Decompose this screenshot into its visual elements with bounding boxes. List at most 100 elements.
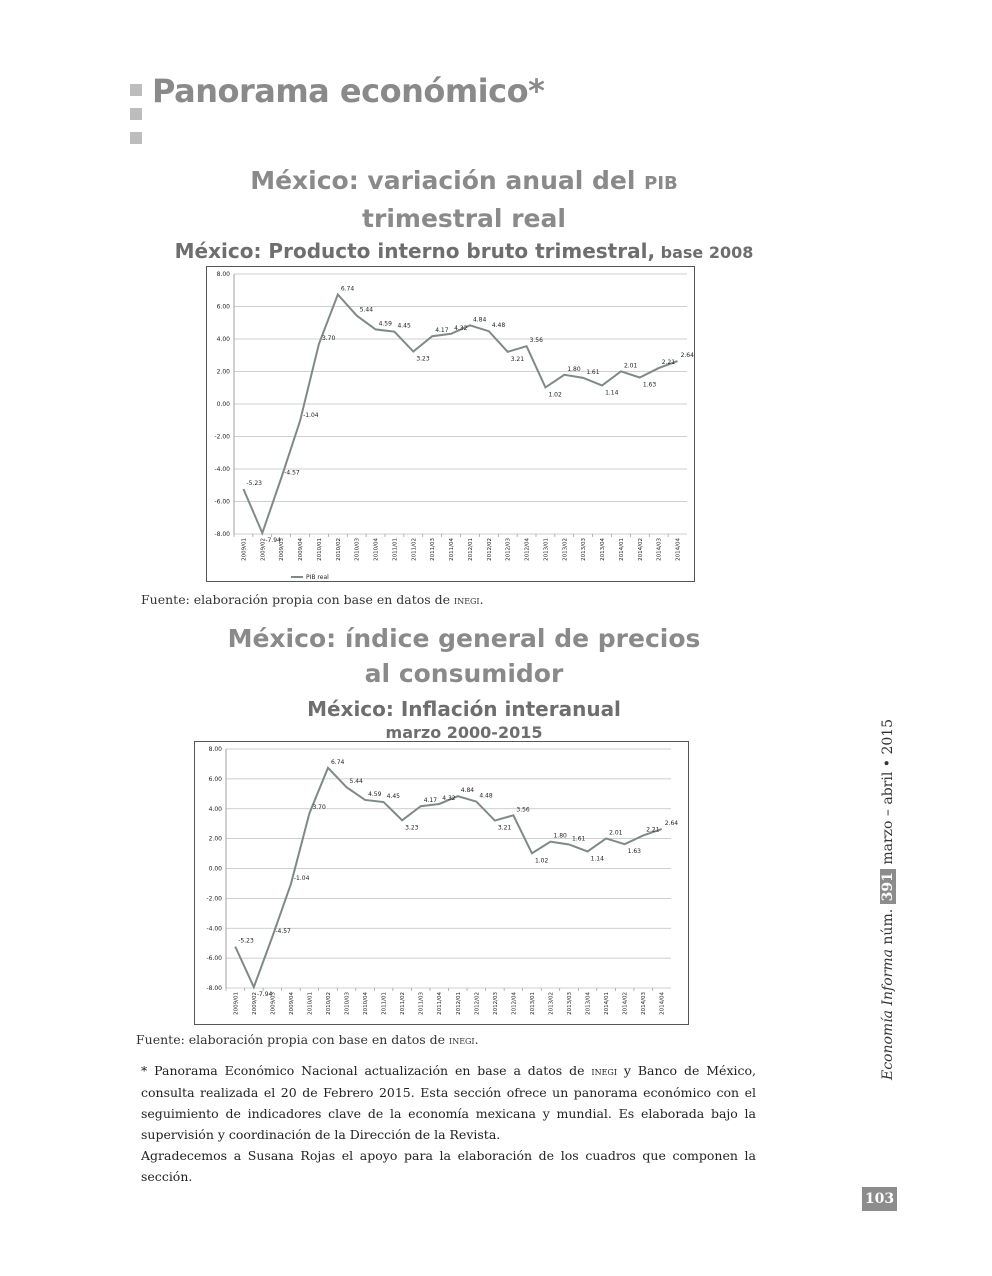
data-label: 2.21 <box>646 826 660 833</box>
inflation-line-chart: -8.00 -6.00 -4.00 -2.00 0.00 2.00 4.00 6.00 8.00… <box>206 746 679 1015</box>
y-tick-label: -6.00 <box>206 955 222 962</box>
y-tick-label: 2.00 <box>209 836 223 843</box>
chart2-frame: -8.00 -6.00 -4.00 -2.00 0.00 2.00 4.00 6.00 8.00… <box>194 741 689 1025</box>
x-tick-label: 2012/02 <box>474 992 480 1015</box>
data-label: 1.63 <box>628 848 642 855</box>
data-label: 3.23 <box>416 356 430 363</box>
y-tick-label: 0.00 <box>217 401 231 408</box>
x-tick-label: 2014/03 <box>657 538 663 561</box>
chart2-subtitle-line1: México: Inflación interanual <box>307 697 621 721</box>
y-tick-label: -4.00 <box>206 925 222 932</box>
data-label: -1.04 <box>303 412 319 419</box>
chart1-subtitle-main: México: Producto interno bruto trimestra… <box>174 239 656 263</box>
y-tick-label: -8.00 <box>206 985 222 992</box>
data-label: 1.14 <box>605 389 619 396</box>
data-label: -4.57 <box>284 469 300 476</box>
data-label: 2.01 <box>624 362 638 369</box>
chart2-source: Fuente: elaboración propia con base en d… <box>136 1032 479 1047</box>
data-label: 3.56 <box>530 337 544 344</box>
data-label: 4.59 <box>379 320 393 327</box>
data-label: 3.56 <box>516 806 530 813</box>
data-label: 1.61 <box>572 835 586 842</box>
data-label: 4.17 <box>435 327 449 334</box>
x-tick-label: 2011/01 <box>382 992 388 1015</box>
x-tick-label: 2010/03 <box>345 992 351 1015</box>
footnote-paragraph-2: Agradecemos a Susana Rojas el apoyo para… <box>141 1148 756 1184</box>
y-tick-label: -6.00 <box>214 499 230 506</box>
y-tick-label: -2.00 <box>206 895 222 902</box>
x-tick-label: 2010/02 <box>326 992 332 1015</box>
data-label: 1.14 <box>591 855 605 862</box>
y-tick-label: 8.00 <box>209 746 223 753</box>
x-tick-label: 2009/04 <box>298 538 304 561</box>
x-tick-label: 2014/01 <box>619 538 625 561</box>
x-tick-label: 2013/01 <box>543 538 549 561</box>
x-tick-label: 2011/03 <box>430 538 436 561</box>
data-label: 4.32 <box>442 795 456 802</box>
chart2-heading-line1: México: índice general de precios <box>227 624 701 653</box>
footnote-paragraph-1: * Panorama Económico Nacional actualizac… <box>141 1060 756 1145</box>
data-label: 3.21 <box>498 825 512 832</box>
x-tick-label: 2012/04 <box>511 992 517 1015</box>
x-tick-label: 2013/03 <box>581 538 587 561</box>
data-label: 1.61 <box>586 369 600 376</box>
y-tick-label: -4.00 <box>214 466 230 473</box>
x-tick-label: 2011/04 <box>449 538 455 561</box>
data-label: -5.23 <box>246 480 262 487</box>
data-label: 4.59 <box>368 791 382 798</box>
data-label: -7.94 <box>257 991 273 998</box>
issue-label: núm. <box>880 904 896 950</box>
chart2-heading-line2: al consumidor <box>364 659 564 688</box>
chart1-heading-line2: trimestral real <box>362 204 566 233</box>
chart2-heading: México: índice general de precios al con… <box>0 621 928 691</box>
y-tick-label: 4.00 <box>217 336 231 343</box>
x-tick-label: 2010/03 <box>355 538 361 561</box>
data-label: -7.94 <box>265 537 281 544</box>
data-label: -4.57 <box>275 928 291 935</box>
x-tick-label: 2009/01 <box>233 992 239 1015</box>
data-label: 3.21 <box>511 356 525 363</box>
x-tick-label: 2011/02 <box>411 538 417 561</box>
chart1-subtitle: México: Producto interno bruto trimestra… <box>0 238 928 266</box>
x-tick-label: 2011/03 <box>419 992 425 1015</box>
journal-name: Economía Informa <box>880 949 896 1080</box>
x-tick-label: 2013/01 <box>530 992 536 1015</box>
x-tick-label: 2010/01 <box>317 538 323 561</box>
chart2-subtitle: México: Inflación interanual <box>0 696 928 722</box>
data-label: 6.74 <box>341 285 355 292</box>
chart1-source-org: inegi <box>454 594 480 607</box>
x-tick-label: 2014/02 <box>638 538 644 561</box>
x-tick-label: 2009/03 <box>270 992 276 1015</box>
x-tick-label: 2013/02 <box>548 992 554 1015</box>
chart1-subtitle-base: base 2008 <box>655 243 754 262</box>
series-line <box>234 766 663 990</box>
x-tick-label: 2010/04 <box>374 538 380 561</box>
legend-label: PIB real <box>306 574 329 581</box>
data-label: 1.80 <box>567 366 581 373</box>
chart2-source-prefix: Fuente: elaboración propia con base en d… <box>136 1032 450 1047</box>
data-label: 2.64 <box>665 820 679 827</box>
data-label: 1.02 <box>535 857 549 864</box>
data-label: 2.21 <box>662 359 676 366</box>
page-number: 103 <box>862 1187 897 1211</box>
y-tick-label: 8.00 <box>217 271 231 278</box>
x-tick-label: 2009/04 <box>289 992 295 1015</box>
x-tick-label: 2009/02 <box>260 538 266 561</box>
x-tick-label: 2010/02 <box>336 538 342 561</box>
running-head: Economía Informa núm. 391 marzo – abril … <box>880 719 896 1080</box>
x-tick-label: 2012/04 <box>525 538 531 561</box>
data-label: -5.23 <box>238 938 254 945</box>
x-tick-label: 2012/01 <box>456 992 462 1015</box>
chart2-subtitle-period: marzo 2000-2015 <box>385 723 543 742</box>
data-label: 4.17 <box>424 797 438 804</box>
x-tick-label: 2010/01 <box>307 992 313 1015</box>
x-tick-label: 2009/02 <box>252 992 258 1015</box>
data-label: 1.63 <box>643 382 657 389</box>
x-tick-label: 2009/01 <box>241 538 247 561</box>
y-tick-label: 6.00 <box>217 304 231 311</box>
y-tick-label: 2.00 <box>217 369 231 376</box>
data-label: 4.32 <box>454 325 468 332</box>
x-tick-label: 2013/03 <box>567 992 573 1015</box>
data-label: 3.70 <box>312 804 326 811</box>
chart1-source-prefix: Fuente: elaboración propia con base en d… <box>141 592 455 607</box>
